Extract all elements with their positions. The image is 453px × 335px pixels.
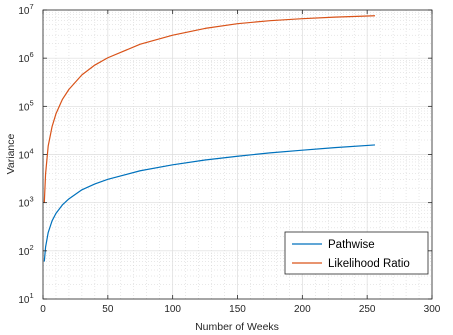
legend-label-pathwise: Pathwise [328, 239, 375, 251]
series-layer [43, 15, 375, 262]
y-tick-label: 105 [18, 98, 33, 113]
y-tick-label: 103 [18, 195, 33, 210]
series-line-pathwise [43, 144, 375, 262]
x-tick-label: 100 [164, 304, 181, 315]
legend: Pathwise Likelihood Ratio [284, 231, 429, 275]
y-tick-label: 107 [18, 2, 33, 17]
x-tick-label: 150 [229, 304, 246, 315]
y-tick-label: 101 [18, 291, 33, 306]
y-tick-label: 106 [18, 50, 33, 65]
series-line-likelihood-ratio [43, 15, 375, 203]
x-tick-labels: 0 50 100 150 200 250 300 [40, 304, 441, 315]
x-tick-label: 200 [294, 304, 311, 315]
x-tick-label: 300 [424, 304, 441, 315]
axis-ticks [42, 9, 433, 300]
legend-box [284, 231, 429, 275]
x-tick-label: 250 [359, 304, 376, 315]
y-tick-label: 102 [18, 243, 33, 258]
x-tick-label: 50 [102, 304, 114, 315]
x-axis-label: Number of Weeks [195, 321, 279, 333]
y-axis-label: Variance [5, 134, 17, 175]
legend-label-likelihood-ratio: Likelihood Ratio [328, 258, 410, 270]
y-tick-labels: 101 102 103 104 105 106 107 [18, 2, 33, 306]
y-tick-label: 104 [18, 147, 33, 162]
x-tick-label: 0 [40, 304, 46, 315]
